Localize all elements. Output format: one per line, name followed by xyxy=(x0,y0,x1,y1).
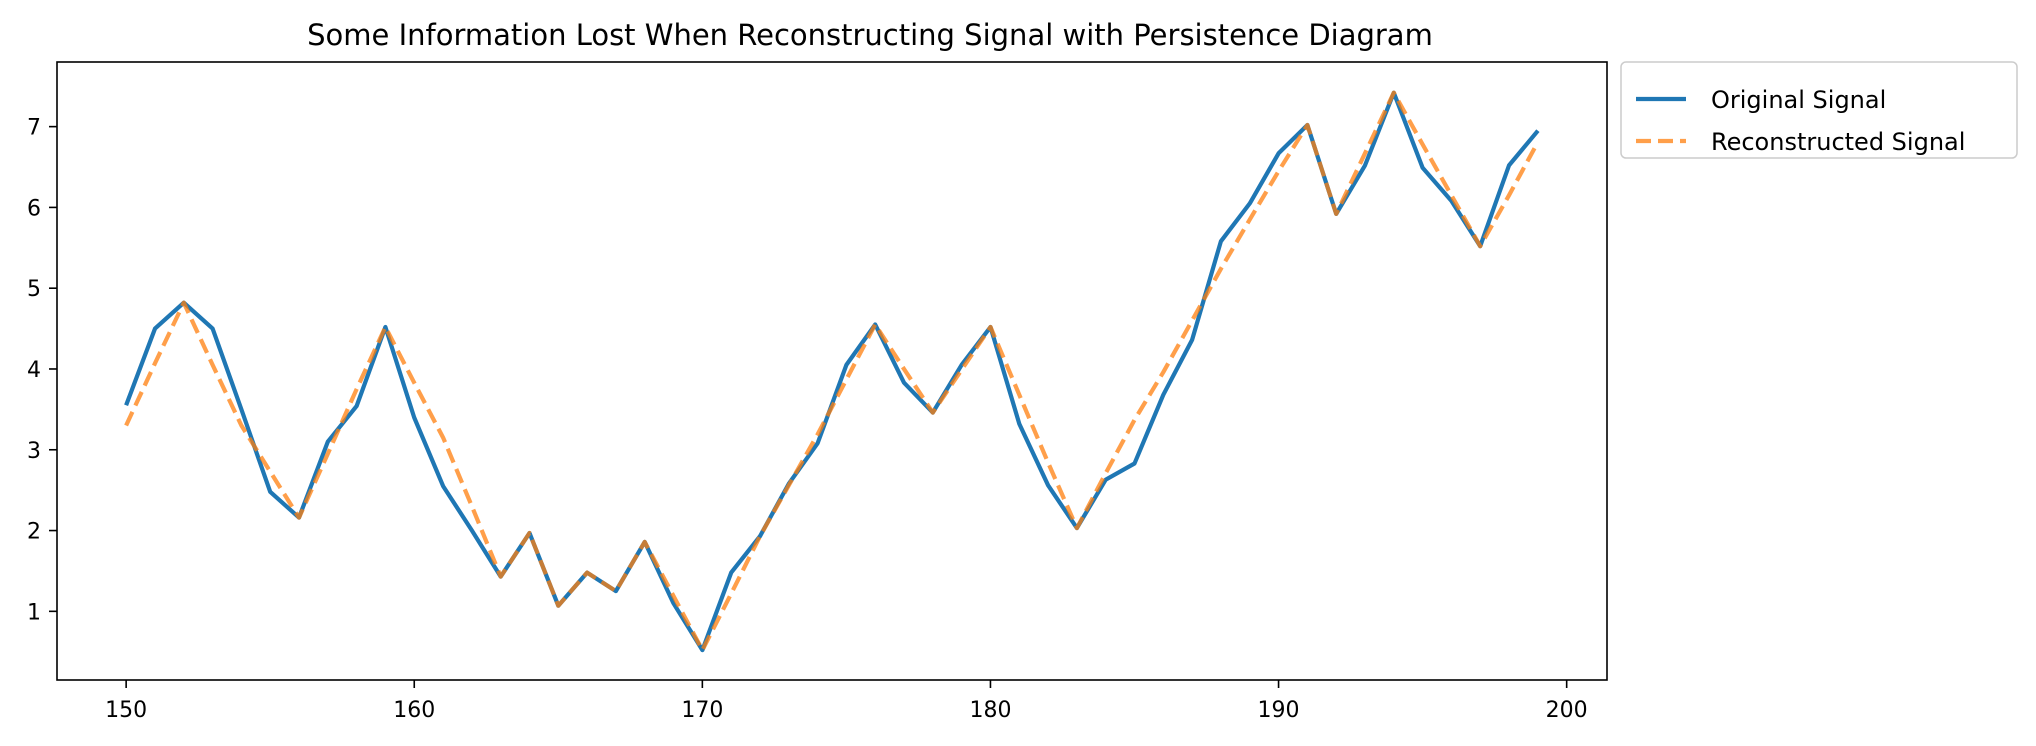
series-line-original xyxy=(124,90,1540,653)
x-tick-label: 160 xyxy=(393,698,435,723)
series-layer xyxy=(124,90,1540,653)
y-tick-label: 5 xyxy=(27,277,41,302)
y-axis: 1 2 3 4 5 6 7 xyxy=(27,116,57,625)
x-tick-label: 150 xyxy=(105,698,147,723)
y-tick-label: 6 xyxy=(27,196,41,221)
y-tick-label: 1 xyxy=(27,600,41,625)
legend-label-original: Original Signal xyxy=(1711,86,1886,114)
x-tick-label: 170 xyxy=(681,698,723,723)
chart-title: Some Information Lost When Reconstructin… xyxy=(307,18,1433,52)
legend-frame xyxy=(1620,61,2018,159)
y-tick-label: 7 xyxy=(27,116,41,141)
y-tick-label: 4 xyxy=(27,358,41,383)
plot-frame xyxy=(56,61,1608,681)
legend: Original Signal Reconstructed Signal xyxy=(1620,61,2018,159)
legend-label-reconstructed: Reconstructed Signal xyxy=(1711,128,1965,156)
x-tick-label: 180 xyxy=(969,698,1011,723)
plot-area: 150 160 170 180 190 200 1 2 3 4 5 6 7 xyxy=(27,61,1608,723)
y-tick-label: 2 xyxy=(27,520,41,545)
x-axis: 150 160 170 180 190 200 xyxy=(105,680,1588,723)
x-tick-label: 190 xyxy=(1258,698,1300,723)
x-tick-label: 200 xyxy=(1546,698,1588,723)
series-line-reconstructed xyxy=(124,90,1540,653)
y-tick-label: 3 xyxy=(27,439,41,464)
